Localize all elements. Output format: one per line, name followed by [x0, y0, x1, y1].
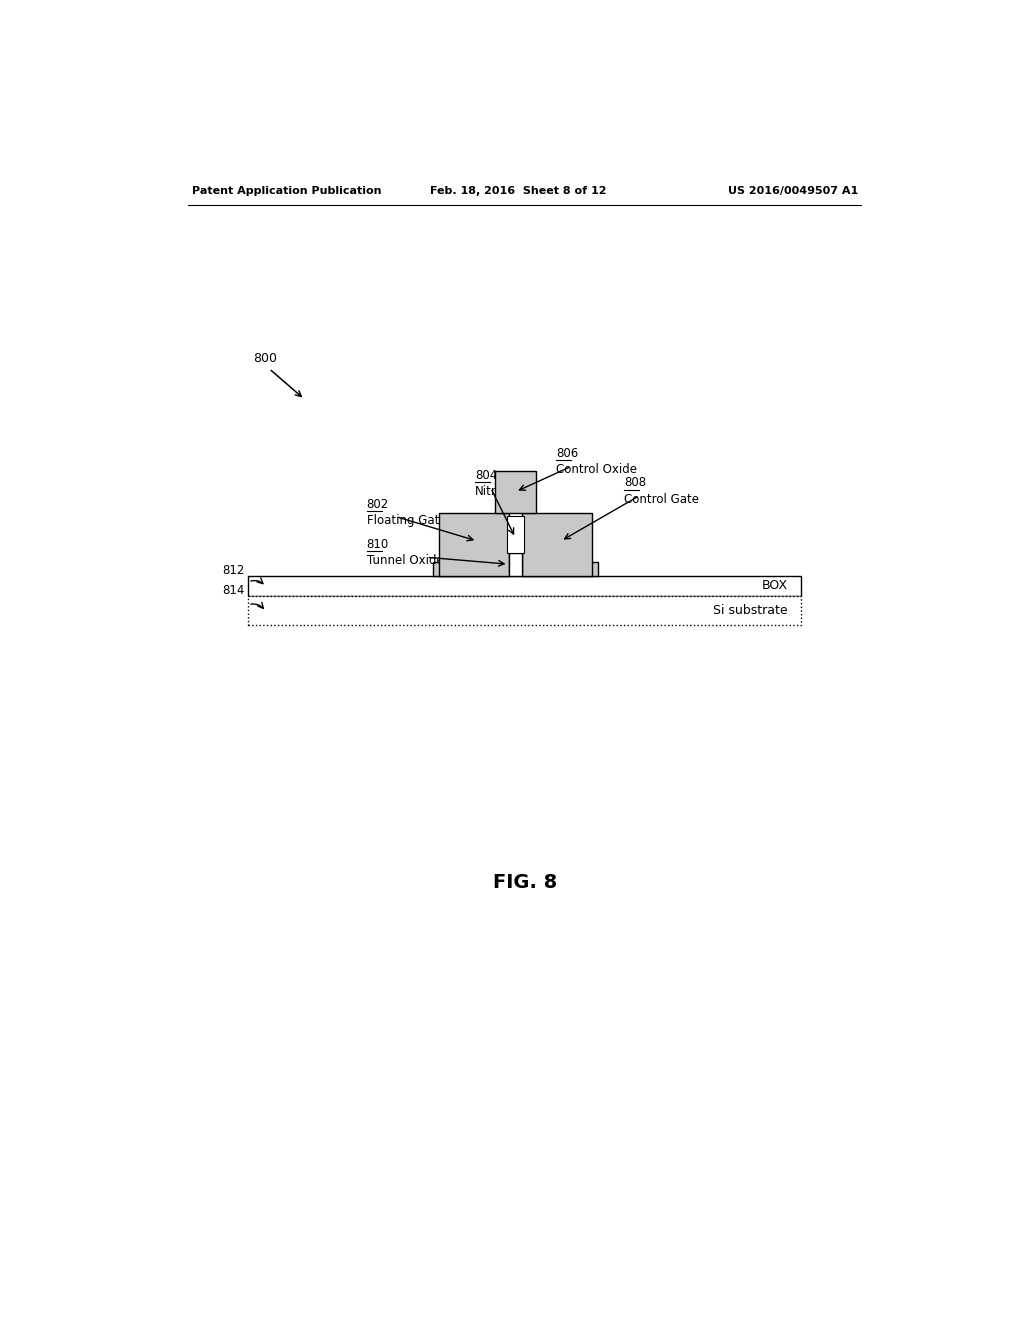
Text: 810: 810 — [367, 539, 389, 552]
Text: 806: 806 — [556, 447, 579, 461]
Text: Nitride: Nitride — [475, 484, 515, 498]
Text: US 2016/0049507 A1: US 2016/0049507 A1 — [728, 186, 858, 195]
Text: 814: 814 — [222, 585, 245, 598]
Bar — [248, 595, 802, 626]
Text: FIG. 8: FIG. 8 — [493, 873, 557, 892]
Text: Control Oxide: Control Oxide — [556, 463, 637, 477]
Text: 802: 802 — [367, 498, 389, 511]
Bar — [495, 471, 537, 512]
Text: Tunnel Oxide: Tunnel Oxide — [367, 554, 443, 568]
Bar — [507, 516, 524, 553]
Text: 804: 804 — [475, 469, 498, 482]
Bar — [432, 562, 509, 576]
Text: Patent Application Publication: Patent Application Publication — [191, 186, 381, 195]
Bar — [509, 553, 522, 576]
Text: 812: 812 — [222, 564, 245, 577]
Text: Floating Gate: Floating Gate — [367, 515, 446, 527]
Bar — [438, 512, 509, 576]
Bar — [522, 562, 598, 576]
Text: 808: 808 — [624, 477, 646, 490]
Text: 800: 800 — [254, 351, 278, 364]
Bar — [522, 512, 592, 576]
Text: BOX: BOX — [762, 579, 787, 593]
Text: Control Gate: Control Gate — [624, 492, 699, 506]
Text: Feb. 18, 2016  Sheet 8 of 12: Feb. 18, 2016 Sheet 8 of 12 — [430, 186, 607, 195]
Text: Si substrate: Si substrate — [713, 603, 787, 616]
Bar — [248, 576, 802, 595]
